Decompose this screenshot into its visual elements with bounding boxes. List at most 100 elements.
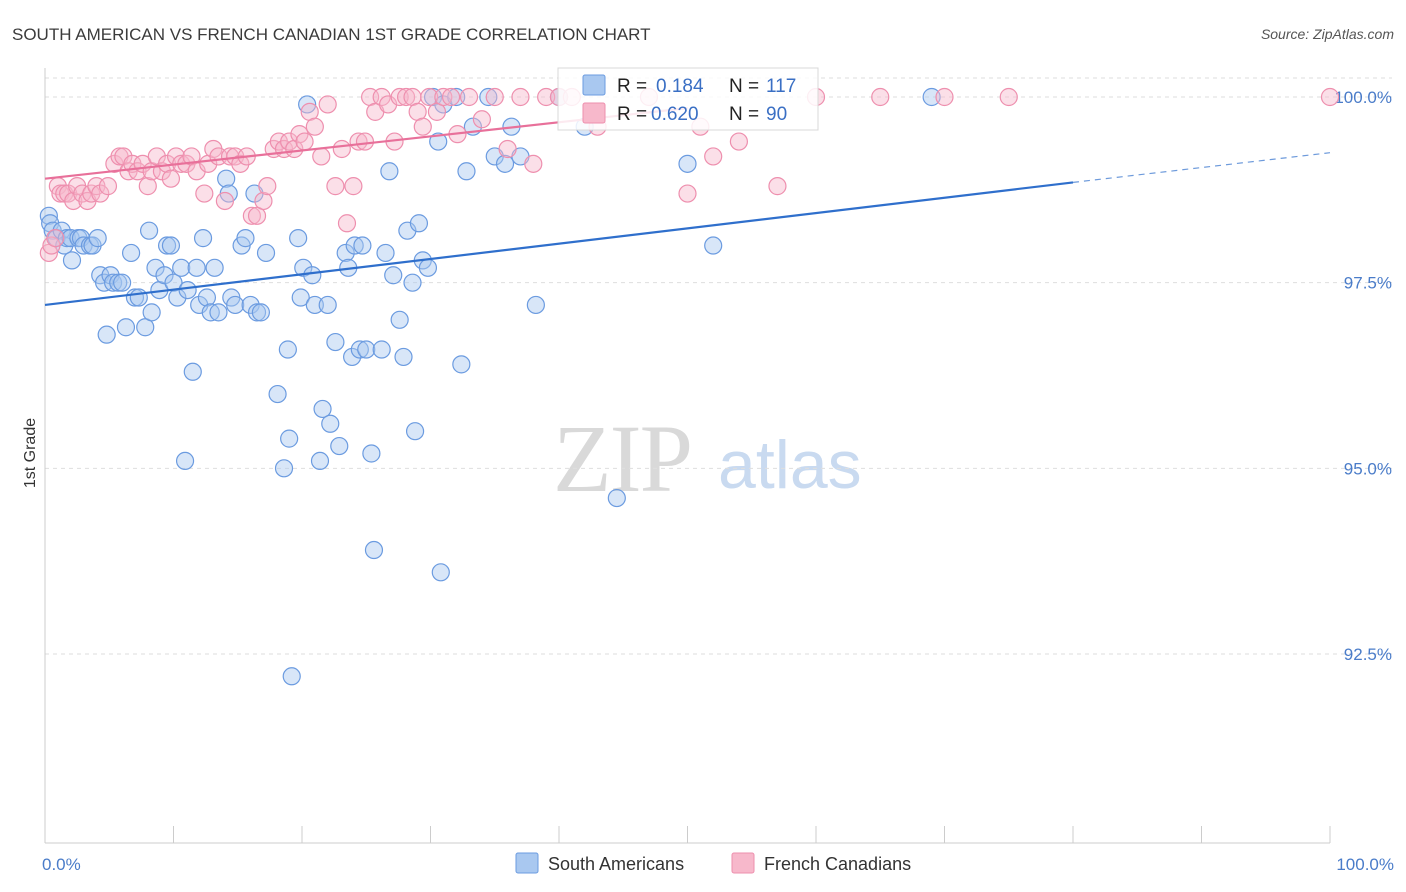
french-canadian-point: [215, 191, 234, 211]
stats-pink-n-value: 90: [766, 104, 787, 125]
french-canadian-point: [355, 132, 375, 151]
south-american-point: [321, 414, 340, 433]
south-american-point: [345, 236, 364, 255]
south-american-point: [390, 310, 409, 329]
south-american-point: [161, 236, 181, 255]
legend-swatch-french-canadians: [731, 852, 755, 874]
south-american-point: [217, 169, 236, 188]
south-american-point: [183, 362, 202, 381]
south-american-point: [280, 429, 299, 448]
south-american-point: [343, 347, 362, 367]
south-american-point: [305, 295, 324, 315]
french-canadian-point: [498, 139, 517, 159]
y-tick-label-95: 95.0%: [1344, 459, 1392, 478]
south-american-point: [922, 87, 941, 107]
south-american-point: [678, 154, 697, 173]
south-american-point: [112, 273, 132, 292]
series-south-americans: [39, 87, 941, 686]
french-canadian-point: [511, 87, 530, 107]
french-canadian-point: [678, 184, 697, 203]
x-tick-labels: 0.0% 100.0%: [42, 855, 1394, 874]
stats-swatch-pink: [582, 102, 606, 124]
south-american-point: [164, 273, 183, 292]
watermark: ZIP atlas: [553, 405, 862, 512]
legend-label-french-canadians: French Canadians: [764, 854, 911, 874]
chart-title: SOUTH AMERICAN VS FRENCH CANADIAN 1ST GR…: [12, 25, 651, 44]
south-american-point: [178, 280, 197, 300]
south-american-point: [197, 288, 217, 307]
french-canadian-point: [871, 87, 890, 107]
french-canadian-point: [524, 154, 543, 173]
french-canadian-point: [390, 87, 409, 107]
legend-swatch-south-americans: [515, 852, 539, 874]
french-canadian-point: [91, 184, 110, 203]
french-canadian-point: [258, 177, 277, 196]
french-canadian-point: [485, 87, 504, 107]
south-american-point: [62, 251, 82, 270]
french-canadian-point: [768, 177, 787, 196]
stats-blue-r-label: R =: [617, 76, 647, 97]
south-american-point: [121, 243, 141, 263]
y-tick-label-92-5: 92.5%: [1344, 645, 1392, 664]
south-american-point: [313, 399, 332, 419]
french-canadian-point: [332, 139, 351, 159]
south-american-point: [278, 340, 297, 359]
trendline-south-americans: [44, 181, 1074, 307]
french-canadian-point: [537, 87, 556, 107]
french-canadian-point: [318, 95, 337, 114]
french-canadian-point: [195, 184, 214, 203]
south-american-point: [431, 563, 450, 582]
south-american-point: [193, 229, 213, 248]
stats-pink-r-value: 0.620: [651, 104, 699, 125]
south-american-point: [330, 436, 349, 456]
y-tick-label-100: 100.0%: [1334, 88, 1392, 107]
legend-label-south-americans: South Americans: [548, 854, 684, 874]
x-tick-label-0: 0.0%: [42, 855, 81, 874]
south-american-point: [526, 295, 545, 315]
south-american-point: [116, 318, 136, 337]
south-american-point: [226, 295, 245, 315]
south-american-point: [157, 236, 177, 255]
south-american-point: [310, 451, 330, 471]
south-american-point: [142, 303, 161, 322]
south-american-point: [372, 340, 391, 359]
french-canadian-point: [420, 87, 439, 107]
french-canadian-point: [161, 169, 181, 188]
south-american-point: [403, 273, 422, 292]
south-american-point: [201, 303, 220, 322]
south-american-point: [447, 87, 466, 107]
stats-box: R = 0.184 N = 117 R = 0.620 N = 90: [557, 67, 819, 131]
french-canadian-point: [472, 110, 491, 129]
south-american-point: [274, 459, 294, 478]
stats-swatch-blue: [582, 74, 606, 96]
south-american-point: [291, 288, 310, 307]
french-canadian-point: [46, 229, 65, 248]
south-american-point: [429, 132, 448, 151]
french-canadian-point: [372, 87, 391, 107]
south-american-point: [39, 206, 58, 225]
south-american-point: [139, 221, 159, 240]
stats-pink-r-label: R =: [617, 104, 647, 125]
stats-blue-n-label: N =: [729, 76, 759, 97]
south-american-point: [268, 384, 287, 404]
south-american-point: [282, 667, 301, 686]
south-american-point: [495, 154, 515, 173]
french-canadian-point: [295, 132, 314, 151]
south-american-point: [376, 243, 395, 263]
french-canadian-point: [344, 177, 363, 196]
french-canadian-point: [305, 117, 324, 136]
french-canadian-point: [999, 87, 1018, 107]
french-canadian-point: [396, 87, 416, 107]
south-american-point: [289, 229, 308, 248]
stats-blue-r-value: 0.184: [656, 76, 704, 97]
south-american-point: [298, 95, 317, 114]
x-tick-label-100: 100.0%: [1336, 855, 1394, 874]
south-american-point: [357, 340, 376, 359]
french-canadian-point: [1320, 87, 1340, 107]
south-american-point: [97, 325, 116, 344]
french-canadian-point: [704, 147, 723, 166]
south-american-point: [209, 303, 228, 322]
legend: South Americans French Canadians: [515, 852, 911, 874]
south-american-point: [384, 266, 403, 285]
